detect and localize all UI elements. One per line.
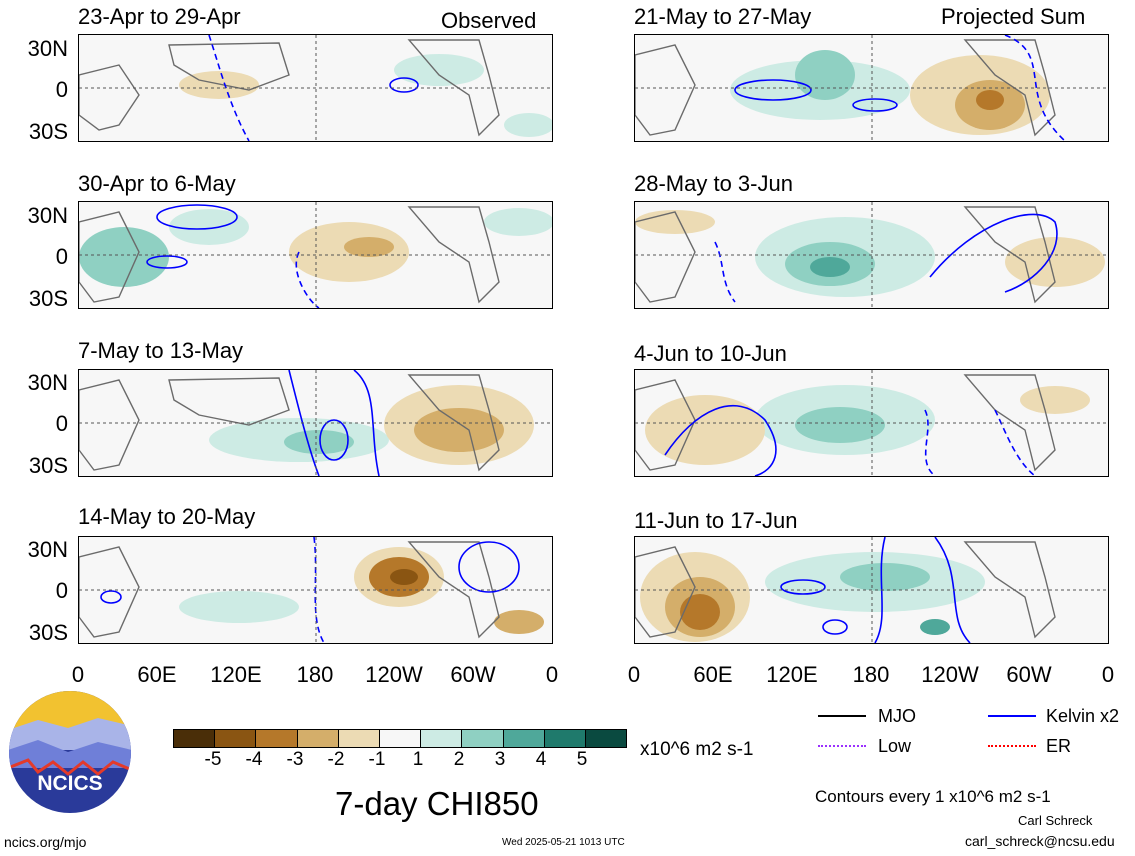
map-panel-8 bbox=[634, 536, 1109, 644]
colorbar-swatch bbox=[379, 730, 422, 747]
colorbar-swatch bbox=[297, 730, 339, 747]
colorbar-label: -4 bbox=[245, 749, 263, 770]
panel-title-5: 21-May to 27-May bbox=[634, 4, 812, 29]
lon-label: 60E bbox=[693, 662, 733, 687]
lon-label: 120E bbox=[210, 662, 262, 687]
lat-label: 30N bbox=[27, 537, 68, 562]
lon-label: 0 bbox=[1101, 662, 1115, 687]
projected-label: Projected Sum bbox=[941, 4, 1086, 29]
map-panel-6 bbox=[634, 201, 1109, 309]
legend-line-mjo bbox=[818, 715, 866, 717]
legend-line-low bbox=[818, 745, 866, 747]
legend-label-er: ER bbox=[1046, 736, 1072, 756]
ncics-logo: NCICS bbox=[8, 690, 132, 814]
lon-label: 120W bbox=[921, 662, 979, 687]
lat-label: 30N bbox=[27, 370, 68, 395]
colorbar-label: -2 bbox=[327, 749, 345, 770]
legend-label-mjo: MJO bbox=[878, 706, 916, 726]
map-panel-1 bbox=[78, 34, 553, 142]
colorbar bbox=[173, 729, 627, 748]
lon-label: 0 bbox=[545, 662, 559, 687]
colorbar-swatch bbox=[503, 730, 545, 747]
legend-line-er bbox=[988, 745, 1036, 747]
colorbar-label: 2 bbox=[453, 749, 465, 770]
panel-title-2: 30-Apr to 6-May bbox=[78, 171, 236, 196]
lat-label: 30S bbox=[28, 286, 68, 311]
colorbar-swatch bbox=[585, 730, 627, 747]
colorbar-label: -5 bbox=[204, 749, 222, 770]
colorbar-units: x10^6 m2 s-1 bbox=[640, 739, 754, 760]
panel-title-4: 14-May to 20-May bbox=[78, 504, 256, 529]
panel-title-1: 23-Apr to 29-Apr bbox=[78, 4, 241, 29]
footer-url: ncics.org/mjo bbox=[4, 834, 87, 850]
colorbar-swatch bbox=[544, 730, 586, 747]
legend-line-kelvin bbox=[988, 715, 1036, 717]
colorbar-label: -3 bbox=[286, 749, 304, 770]
panel-title-6: 28-May to 3-Jun bbox=[634, 171, 793, 196]
colorbar-label: 1 bbox=[412, 749, 424, 770]
colorbar-label: 3 bbox=[494, 749, 506, 770]
lat-label: 0 bbox=[55, 77, 68, 102]
colorbar-swatch bbox=[256, 730, 298, 747]
lon-label: 60W bbox=[1006, 662, 1052, 687]
panel-title-3: 7-May to 13-May bbox=[78, 338, 244, 363]
lon-label: 0 bbox=[627, 662, 641, 687]
contours-note: Contours every 1 x10^6 m2 s-1 bbox=[815, 787, 1051, 806]
logo-text: NCICS bbox=[37, 772, 102, 795]
lon-label: 60E bbox=[137, 662, 177, 687]
colorbar-swatch bbox=[174, 730, 216, 747]
lat-label: 30S bbox=[28, 620, 68, 645]
lat-label: 30S bbox=[28, 453, 68, 478]
lat-label: 0 bbox=[55, 578, 68, 603]
panel-title-7: 4-Jun to 10-Jun bbox=[634, 341, 787, 366]
footer-author: Carl Schreck bbox=[1018, 813, 1093, 828]
lon-label: 180 bbox=[852, 662, 890, 687]
lat-label: 0 bbox=[55, 411, 68, 436]
colorbar-label: 5 bbox=[576, 749, 588, 770]
legend-label-kelvin: Kelvin x2 bbox=[1046, 706, 1120, 726]
legend-label-low: Low bbox=[878, 736, 912, 756]
footer-email: carl_schreck@ncsu.edu bbox=[965, 833, 1115, 849]
lon-label: 120W bbox=[365, 662, 423, 687]
map-panel-4 bbox=[78, 536, 553, 644]
colorbar-swatch bbox=[215, 730, 257, 747]
colorbar-swatch bbox=[338, 730, 380, 747]
panel-title-8: 11-Jun to 17-Jun bbox=[634, 508, 798, 533]
map-panel-2 bbox=[78, 201, 553, 309]
main-title: 7-day CHI850 bbox=[335, 785, 539, 822]
map-panel-3 bbox=[78, 369, 553, 477]
colorbar-label: 4 bbox=[535, 749, 547, 770]
observed-label: Observed bbox=[441, 8, 537, 33]
colorbar-swatch bbox=[462, 730, 504, 747]
map-panel-5 bbox=[634, 34, 1109, 142]
colorbar-label: -1 bbox=[368, 749, 386, 770]
map-panel-7 bbox=[634, 369, 1109, 477]
lat-label: 0 bbox=[55, 244, 68, 269]
lon-label: 60W bbox=[450, 662, 496, 687]
colorbar-swatch bbox=[421, 730, 463, 747]
lat-label: 30N bbox=[27, 203, 68, 228]
footer-timestamp: Wed 2025-05-21 1013 UTC bbox=[502, 837, 625, 848]
lon-label: 120E bbox=[766, 662, 818, 687]
lon-label: 180 bbox=[296, 662, 334, 687]
lon-label: 0 bbox=[71, 662, 85, 687]
lat-label: 30N bbox=[27, 36, 68, 61]
lat-label: 30S bbox=[28, 119, 68, 144]
